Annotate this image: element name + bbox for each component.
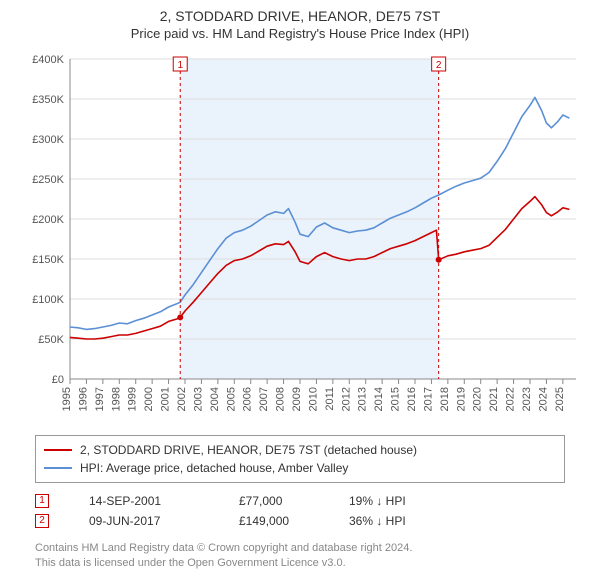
title-sub: Price paid vs. HM Land Registry's House … (0, 26, 600, 41)
svg-text:2020: 2020 (472, 387, 484, 411)
svg-text:2019: 2019 (455, 387, 467, 411)
table-row: 2 09-JUN-2017 £149,000 36% ↓ HPI (35, 511, 565, 531)
svg-text:1997: 1997 (94, 387, 106, 411)
svg-text:2001: 2001 (160, 387, 172, 411)
svg-text:2005: 2005 (225, 387, 237, 411)
transaction-price: £77,000 (239, 494, 309, 508)
svg-text:2015: 2015 (390, 387, 402, 411)
table-row: 1 14-SEP-2001 £77,000 19% ↓ HPI (35, 491, 565, 511)
line-chart: £0 £50K £100K £150K £200K £250K £300K £350K £400… (20, 49, 580, 429)
marker-icon: 2 (35, 514, 49, 528)
svg-text:1996: 1996 (77, 387, 89, 411)
footnote-line: This data is licensed under the Open Gov… (35, 556, 565, 571)
svg-text:2021: 2021 (488, 387, 500, 411)
transactions-table: 1 14-SEP-2001 £77,000 19% ↓ HPI 2 09-JUN… (35, 491, 565, 531)
legend: 2, STODDARD DRIVE, HEANOR, DE75 7ST (det… (35, 435, 565, 483)
legend-label: 2, STODDARD DRIVE, HEANOR, DE75 7ST (det… (80, 443, 417, 457)
svg-text:2010: 2010 (307, 387, 319, 411)
svg-text:2000: 2000 (143, 387, 155, 411)
footnote-line: Contains HM Land Registry data © Crown c… (35, 541, 565, 556)
svg-text:2025: 2025 (554, 387, 566, 411)
footnote: Contains HM Land Registry data © Crown c… (35, 541, 565, 571)
svg-text:2023: 2023 (521, 387, 533, 411)
svg-text:£200K: £200K (32, 214, 64, 226)
legend-item-hpi: HPI: Average price, detached house, Ambe… (44, 459, 556, 477)
svg-text:£400K: £400K (32, 54, 64, 66)
svg-text:2: 2 (436, 60, 442, 71)
svg-text:2013: 2013 (357, 387, 369, 411)
legend-swatch (44, 449, 72, 451)
svg-text:1999: 1999 (127, 387, 139, 411)
svg-text:2011: 2011 (324, 387, 336, 411)
svg-text:2022: 2022 (505, 387, 517, 411)
svg-text:1998: 1998 (110, 387, 122, 411)
svg-text:2004: 2004 (209, 387, 221, 411)
svg-text:2006: 2006 (242, 387, 254, 411)
svg-text:2009: 2009 (291, 387, 303, 411)
chart-container: 2, STODDARD DRIVE, HEANOR, DE75 7ST Pric… (0, 0, 600, 560)
svg-text:£300K: £300K (32, 134, 64, 146)
svg-text:2014: 2014 (373, 387, 385, 411)
chart-area: £0 £50K £100K £150K £200K £250K £300K £350K £400… (20, 49, 580, 429)
svg-text:2003: 2003 (192, 387, 204, 411)
svg-text:£0: £0 (52, 374, 64, 386)
svg-text:2016: 2016 (406, 387, 418, 411)
svg-text:2018: 2018 (439, 387, 451, 411)
svg-text:1: 1 (177, 60, 183, 71)
svg-text:1995: 1995 (61, 387, 73, 411)
svg-text:2007: 2007 (258, 387, 270, 411)
title-main: 2, STODDARD DRIVE, HEANOR, DE75 7ST (0, 8, 600, 24)
transaction-diff: 19% ↓ HPI (349, 494, 449, 508)
svg-text:£50K: £50K (38, 334, 64, 346)
svg-text:2002: 2002 (176, 387, 188, 411)
svg-text:£100K: £100K (32, 294, 64, 306)
transaction-price: £149,000 (239, 514, 309, 528)
legend-item-price-paid: 2, STODDARD DRIVE, HEANOR, DE75 7ST (det… (44, 441, 556, 459)
svg-text:£150K: £150K (32, 254, 64, 266)
transaction-date: 09-JUN-2017 (89, 514, 199, 528)
svg-text:2008: 2008 (275, 387, 287, 411)
transaction-diff: 36% ↓ HPI (349, 514, 449, 528)
svg-text:2012: 2012 (340, 387, 352, 411)
transaction-date: 14-SEP-2001 (89, 494, 199, 508)
svg-text:2024: 2024 (537, 387, 549, 411)
titles: 2, STODDARD DRIVE, HEANOR, DE75 7ST Pric… (0, 0, 600, 41)
legend-label: HPI: Average price, detached house, Ambe… (80, 461, 348, 475)
marker-icon: 1 (35, 494, 49, 508)
svg-text:£350K: £350K (32, 94, 64, 106)
legend-swatch (44, 467, 72, 469)
svg-text:£250K: £250K (32, 174, 64, 186)
svg-text:2017: 2017 (422, 387, 434, 411)
